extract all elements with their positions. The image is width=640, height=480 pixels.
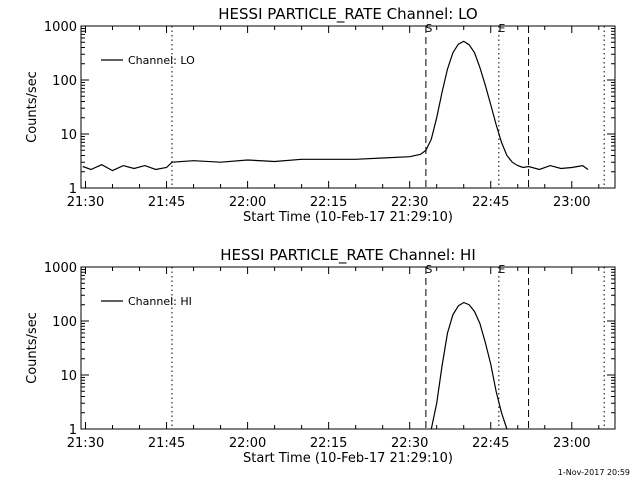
event-marker-label: S [425, 263, 432, 276]
x-tick-label: 22:45 [472, 195, 509, 210]
y-tick-label: 1000 [44, 261, 77, 276]
x-axis-label: Start Time (10-Feb-17 21:29:10) [243, 210, 453, 225]
x-tick-label: 21:45 [148, 195, 185, 210]
y-tick-label: 1 [69, 423, 77, 438]
y-axis-label: Counts/sec [25, 71, 40, 143]
y-tick-label: 10 [60, 369, 77, 384]
plot-frame [80, 25, 616, 189]
x-tick-label: 22:30 [391, 436, 428, 451]
legend-entry: Channel: LO [128, 54, 195, 67]
event-marker-label: E [498, 263, 505, 276]
x-tick-label: 23:00 [553, 436, 590, 451]
y-tick-label: 100 [52, 315, 77, 330]
legend-entry: Channel: HI [128, 295, 192, 308]
y-tick-label: 1 [69, 182, 77, 197]
series-line [430, 301, 508, 430]
x-tick-label: 22:00 [229, 436, 266, 451]
x-tick-label: 23:00 [553, 195, 590, 210]
footer-date: 1-Nov-2017 20:59 [557, 468, 630, 477]
series-line [82, 40, 589, 172]
chart-title: HESSI PARTICLE_RATE Channel: HI [220, 246, 476, 265]
x-tick-label: 22:00 [229, 195, 266, 210]
x-tick-label: 22:30 [391, 195, 428, 210]
chart-title: HESSI PARTICLE_RATE Channel: LO [218, 5, 477, 24]
x-tick-label: 22:15 [310, 195, 347, 210]
y-tick-label: 100 [52, 74, 77, 89]
plot-frame [80, 266, 616, 430]
x-tick-label: 21:45 [148, 436, 185, 451]
y-tick-label: 10 [60, 128, 77, 143]
x-tick-label: 22:15 [310, 436, 347, 451]
x-axis-label: Start Time (10-Feb-17 21:29:10) [243, 451, 453, 466]
y-axis-label: Counts/sec [25, 312, 40, 384]
event-marker-label: E [498, 22, 505, 35]
x-tick-label: 21:30 [67, 195, 104, 210]
x-tick-label: 22:45 [472, 436, 509, 451]
event-marker-label: S [425, 22, 432, 35]
x-tick-label: 21:30 [67, 436, 104, 451]
y-tick-label: 1000 [44, 20, 77, 35]
